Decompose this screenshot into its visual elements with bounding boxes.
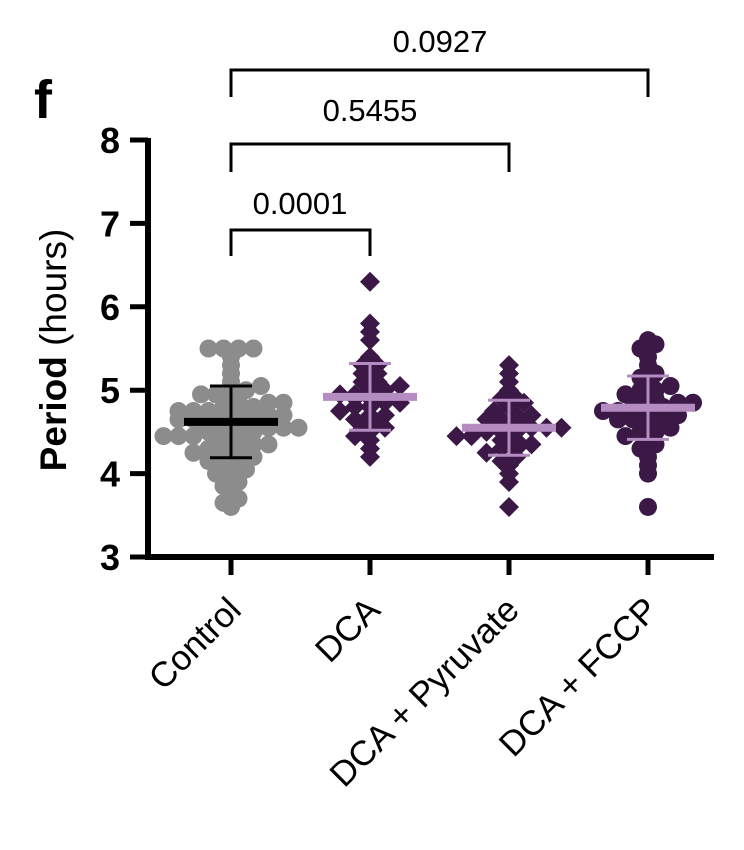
data-point xyxy=(521,405,542,426)
data-point xyxy=(252,377,270,396)
x-category-label: Control xyxy=(141,590,248,697)
y-axis-label-unit: (hours) xyxy=(33,229,74,346)
data-point xyxy=(244,339,263,358)
data-point xyxy=(499,355,519,376)
y-axis-label: Period (hours) xyxy=(33,229,74,472)
y-tick-label: 5 xyxy=(100,370,120,411)
data-point xyxy=(259,393,278,412)
data-point xyxy=(624,410,642,429)
data-point xyxy=(360,271,380,292)
comparison-bracket xyxy=(229,142,511,172)
p-value-label: 0.0927 xyxy=(393,24,488,59)
data-point xyxy=(244,447,263,466)
data-point xyxy=(184,443,203,462)
y-tick-label: 8 xyxy=(100,120,120,161)
data-points xyxy=(154,271,702,517)
data-point xyxy=(289,418,308,437)
panel-label: f xyxy=(34,70,53,130)
data-point xyxy=(274,418,293,437)
p-value-label: 0.0001 xyxy=(253,186,348,221)
data-point xyxy=(551,417,572,438)
x-category-label: DCA xyxy=(308,590,388,670)
data-point xyxy=(274,406,293,425)
data-point xyxy=(169,402,188,421)
data-point xyxy=(375,405,395,426)
comparison-bracket xyxy=(229,68,650,97)
data-point xyxy=(259,435,278,454)
data-point xyxy=(244,397,263,416)
data-point xyxy=(639,497,657,516)
data-point xyxy=(207,385,225,404)
data-point xyxy=(616,385,635,404)
data-point xyxy=(274,393,293,412)
data-point xyxy=(360,346,380,367)
data-point xyxy=(345,409,365,430)
data-point xyxy=(192,385,210,404)
mean-sd-bars xyxy=(184,362,695,460)
data-point xyxy=(476,442,497,463)
data-point xyxy=(199,339,218,358)
comparison-bracket xyxy=(229,228,372,256)
data-point xyxy=(169,427,188,446)
data-point xyxy=(390,376,410,397)
data-point xyxy=(360,313,380,334)
significance-brackets: 0.0001 0.5455 0.0927 xyxy=(229,24,650,256)
data-point xyxy=(214,339,233,358)
data-point xyxy=(446,426,467,447)
data-point xyxy=(499,496,519,517)
data-point xyxy=(184,402,203,421)
data-point xyxy=(199,402,218,421)
y-axis-label-bold: Period xyxy=(33,356,74,471)
y-tick-label: 4 xyxy=(100,454,120,495)
data-point xyxy=(484,401,504,422)
data-point xyxy=(661,377,680,396)
p-value-label: 0.5455 xyxy=(323,93,418,128)
y-tick-label: 7 xyxy=(100,203,120,244)
data-point xyxy=(154,427,173,446)
axes xyxy=(130,137,714,575)
data-point xyxy=(639,331,657,350)
y-tick-label: 6 xyxy=(100,287,120,328)
data-point xyxy=(521,434,542,455)
data-point xyxy=(229,339,248,358)
y-tick-label: 3 xyxy=(100,537,120,578)
data-point xyxy=(330,401,350,422)
